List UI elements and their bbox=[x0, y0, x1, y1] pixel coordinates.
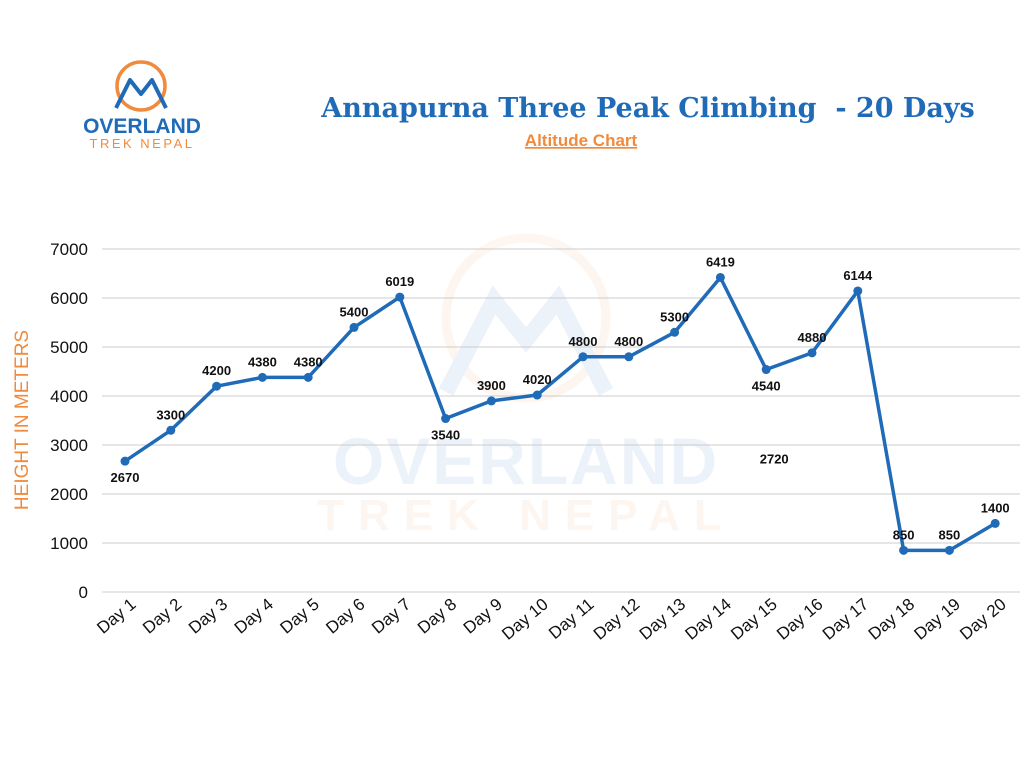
y-tick-labels: 0 1000 2000 3000 4000 5000 6000 7000 bbox=[50, 240, 88, 602]
y-tick-label: 1000 bbox=[50, 534, 88, 553]
data-point bbox=[532, 390, 542, 400]
data-point bbox=[990, 518, 1000, 528]
x-tick-label: Day 10 bbox=[498, 595, 551, 644]
series-line bbox=[124, 275, 997, 553]
logo-brand-line2: TREK NEPAL bbox=[90, 136, 195, 151]
data-label: 5400 bbox=[340, 304, 369, 319]
data-point bbox=[441, 414, 451, 424]
data-label: 3300 bbox=[156, 407, 185, 422]
annotation-label: 2720 bbox=[760, 452, 789, 467]
data-point bbox=[395, 292, 405, 302]
y-tick-label: 3000 bbox=[50, 436, 88, 455]
data-point bbox=[486, 396, 496, 406]
data-point bbox=[303, 372, 313, 382]
watermark-mountain-icon bbox=[438, 285, 614, 396]
data-point bbox=[120, 456, 130, 466]
data-point bbox=[670, 327, 680, 337]
data-point bbox=[578, 352, 588, 362]
data-point bbox=[715, 272, 725, 282]
data-label: 4880 bbox=[798, 330, 827, 345]
chart-title: Annapurna Three Peak Climbing - 20 Days bbox=[320, 93, 974, 124]
y-axis-label: HEIGHT IN METERS bbox=[12, 330, 33, 510]
data-label: 850 bbox=[893, 527, 915, 542]
data-label: 2670 bbox=[111, 470, 140, 485]
x-tick-label: Day 6 bbox=[322, 595, 368, 638]
y-tick-label: 2000 bbox=[50, 485, 88, 504]
data-point bbox=[853, 286, 863, 296]
annotations: 2720 bbox=[760, 452, 789, 467]
data-label: 4800 bbox=[569, 334, 598, 349]
data-label: 3900 bbox=[477, 378, 506, 393]
x-tick-labels: Day 1 Day 2 Day 3 Day 4 Day 5 Day 6 Day 7 Day 8… bbox=[93, 595, 1009, 644]
x-tick-label: Day 20 bbox=[956, 595, 1009, 644]
x-tick-label: Day 1 bbox=[93, 595, 139, 638]
data-label: 1400 bbox=[981, 500, 1010, 515]
data-point bbox=[944, 545, 954, 555]
y-tick-label: 4000 bbox=[50, 387, 88, 406]
x-tick-label: Day 18 bbox=[865, 595, 918, 644]
x-tick-label: Day 13 bbox=[636, 595, 689, 644]
x-tick-label: Day 7 bbox=[368, 595, 414, 638]
data-label: 4540 bbox=[752, 379, 781, 394]
y-tick-label: 6000 bbox=[50, 289, 88, 308]
data-label: 4800 bbox=[614, 334, 643, 349]
data-label: 4380 bbox=[294, 354, 323, 369]
x-tick-label: Day 17 bbox=[819, 595, 872, 644]
data-label: 4200 bbox=[202, 363, 231, 378]
x-tick-label: Day 8 bbox=[414, 595, 460, 638]
x-tick-label: Day 19 bbox=[910, 595, 963, 644]
data-point bbox=[624, 352, 634, 362]
x-tick-label: Day 4 bbox=[231, 595, 277, 638]
data-labels: 2670 3300 4200 4380 4380 5400 6019 3540 3900 4020… bbox=[111, 254, 1010, 542]
data-label: 6419 bbox=[706, 254, 735, 269]
data-point bbox=[761, 365, 771, 375]
data-label: 4020 bbox=[523, 372, 552, 387]
chart-subtitle: Altitude Chart bbox=[525, 131, 638, 150]
x-tick-label: Day 14 bbox=[681, 595, 734, 644]
x-tick-label: Day 3 bbox=[185, 595, 231, 638]
y-tick-label: 5000 bbox=[50, 338, 88, 357]
data-point bbox=[166, 425, 176, 435]
x-tick-label: Day 2 bbox=[139, 595, 185, 638]
watermark-line1: OVERLAND bbox=[333, 424, 719, 498]
data-label: 3540 bbox=[431, 428, 460, 443]
data-point bbox=[899, 545, 909, 555]
data-label: 850 bbox=[939, 527, 961, 542]
series-line-layer bbox=[124, 275, 997, 553]
logo-mountain-icon bbox=[114, 78, 168, 109]
data-point bbox=[349, 322, 359, 332]
brand-logo: OVERLAND TREK NEPAL bbox=[83, 60, 201, 151]
x-tick-label: Day 5 bbox=[277, 595, 323, 638]
x-tick-label: Day 16 bbox=[773, 595, 826, 644]
data-point bbox=[212, 381, 222, 391]
data-point bbox=[807, 348, 817, 358]
data-label: 4380 bbox=[248, 354, 277, 369]
data-label: 5300 bbox=[660, 309, 689, 324]
data-points bbox=[120, 272, 1000, 555]
data-label: 6144 bbox=[843, 268, 873, 283]
data-label: 6019 bbox=[385, 274, 414, 289]
data-point bbox=[257, 372, 267, 382]
watermark: OVERLAND TREK NEPAL bbox=[317, 233, 735, 540]
x-tick-label: Day 15 bbox=[727, 595, 780, 644]
x-tick-label: Day 11 bbox=[545, 595, 598, 643]
logo-ring-icon bbox=[115, 60, 167, 112]
y-tick-label: 0 bbox=[79, 583, 88, 602]
watermark-line2: TREK NEPAL bbox=[317, 491, 735, 540]
x-tick-label: Day 12 bbox=[590, 595, 643, 644]
gridlines bbox=[102, 248, 1020, 593]
y-tick-label: 7000 bbox=[50, 240, 88, 259]
logo-brand-line1: OVERLAND bbox=[83, 115, 201, 138]
